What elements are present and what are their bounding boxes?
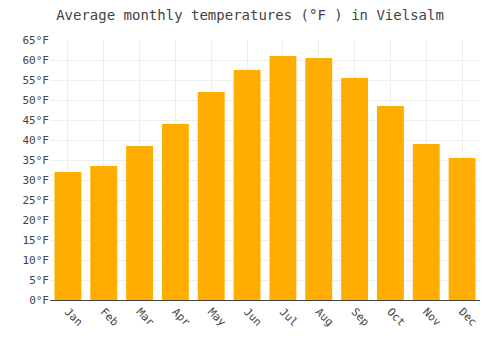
svg-text:60°F: 60°F bbox=[23, 54, 50, 67]
svg-text:Sep: Sep bbox=[349, 306, 372, 329]
svg-text:50°F: 50°F bbox=[23, 94, 50, 107]
svg-text:20°F: 20°F bbox=[23, 214, 50, 227]
svg-text:Mar: Mar bbox=[134, 306, 158, 330]
svg-text:May: May bbox=[205, 306, 229, 330]
svg-text:Nov: Nov bbox=[420, 306, 444, 330]
svg-text:Aug: Aug bbox=[313, 306, 336, 329]
svg-text:Jun: Jun bbox=[241, 306, 264, 329]
svg-text:5°F: 5°F bbox=[29, 274, 49, 287]
svg-text:Jul: Jul bbox=[277, 306, 300, 329]
svg-text:0°F: 0°F bbox=[29, 294, 49, 307]
svg-text:30°F: 30°F bbox=[23, 174, 50, 187]
svg-text:Apr: Apr bbox=[169, 306, 193, 330]
svg-text:35°F: 35°F bbox=[23, 154, 50, 167]
svg-text:Feb: Feb bbox=[98, 306, 121, 329]
svg-text:10°F: 10°F bbox=[23, 254, 50, 267]
svg-text:40°F: 40°F bbox=[23, 134, 50, 147]
svg-text:45°F: 45°F bbox=[23, 114, 50, 127]
svg-text:Oct: Oct bbox=[384, 306, 407, 329]
svg-text:15°F: 15°F bbox=[23, 234, 50, 247]
svg-text:Jan: Jan bbox=[62, 306, 85, 329]
svg-text:Average monthly temperatures (: Average monthly temperatures (°F ) in Vi… bbox=[56, 7, 444, 23]
svg-text:Dec: Dec bbox=[456, 306, 479, 329]
svg-text:65°F: 65°F bbox=[23, 34, 50, 47]
svg-text:25°F: 25°F bbox=[23, 194, 50, 207]
svg-text:55°F: 55°F bbox=[23, 74, 50, 87]
